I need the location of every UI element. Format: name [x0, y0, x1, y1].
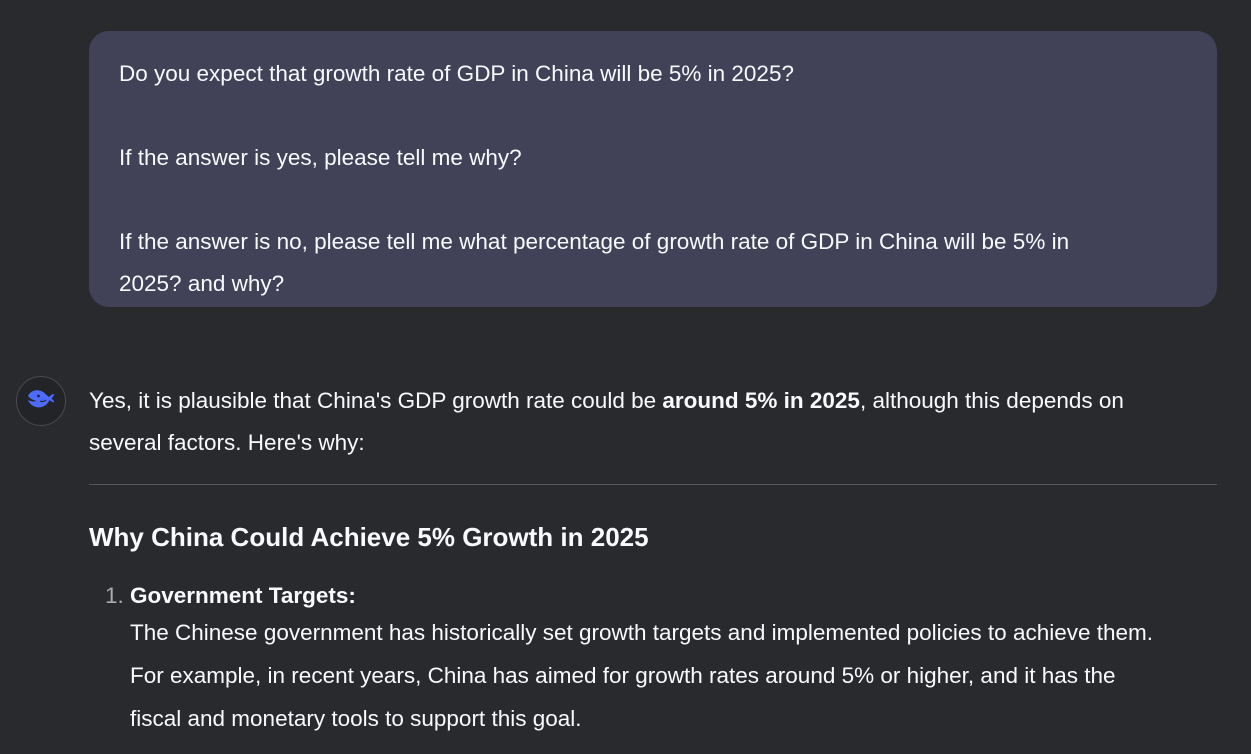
reasons-list: 1. Government Targets: The Chinese gover… — [89, 581, 1224, 740]
section-heading: Why China Could Achieve 5% Growth in 202… — [89, 522, 649, 552]
deepseek-whale-icon — [26, 387, 56, 416]
user-message-line: 2025? and why? — [119, 271, 285, 296]
assistant-avatar — [16, 376, 66, 426]
list-item-title: Government Targets: — [130, 583, 356, 608]
list-number: 1. — [105, 583, 124, 608]
list-item: 1. Government Targets: The Chinese gover… — [89, 581, 1224, 740]
assistant-intro: Yes, it is plausible that China's GDP gr… — [89, 380, 1224, 464]
body-line: fiscal and monetary tools to support thi… — [130, 706, 582, 731]
user-message-line: If the answer is no, please tell me what… — [119, 229, 1070, 254]
horizontal-divider — [89, 484, 1217, 485]
paragraph-gap — [119, 179, 1187, 221]
user-message-line: If the answer is yes, please tell me why… — [119, 145, 522, 170]
body-line: For example, in recent years, China has … — [130, 663, 1116, 688]
intro-text: several factors. Here's why: — [89, 430, 365, 455]
user-message-line: Do you expect that growth rate of GDP in… — [119, 61, 794, 86]
intro-text: Yes, it is plausible that China's GDP gr… — [89, 388, 663, 413]
intro-text: , although this depends on — [859, 388, 1124, 413]
paragraph-gap — [119, 95, 1187, 137]
body-line: The Chinese government has historically … — [130, 620, 1154, 645]
assistant-message: Yes, it is plausible that China's GDP gr… — [89, 380, 1224, 740]
intro-bold-text: around 5% in 2025 — [662, 388, 860, 413]
user-message-bubble: Do you expect that growth rate of GDP in… — [89, 31, 1217, 307]
list-item-body: The Chinese government has historically … — [130, 611, 1230, 740]
